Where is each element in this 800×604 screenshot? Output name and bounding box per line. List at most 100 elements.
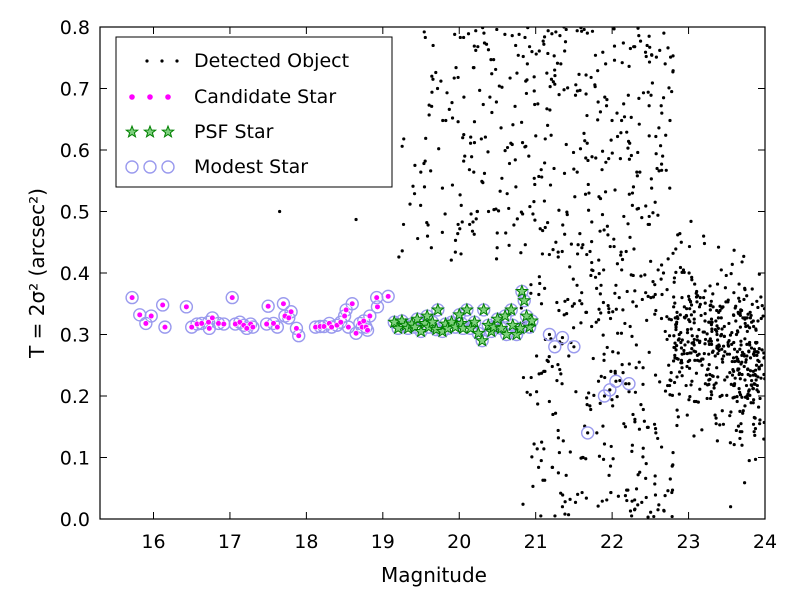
detected-point	[663, 389, 668, 393]
detected-point	[556, 363, 560, 367]
detected-point	[653, 292, 657, 297]
detected-point	[654, 152, 658, 156]
detected-point	[435, 86, 440, 91]
detected-point	[555, 61, 560, 65]
detected-point	[718, 304, 722, 308]
detected-point	[478, 88, 482, 92]
detected-point	[671, 251, 675, 255]
detected-point	[710, 327, 714, 331]
candidate-point	[205, 319, 212, 326]
detected-point	[603, 375, 607, 380]
detected-point	[649, 93, 653, 97]
detected-point	[471, 65, 475, 70]
detected-point	[413, 163, 417, 167]
detected-point	[498, 189, 502, 193]
detected-point	[527, 154, 531, 158]
detected-point	[650, 81, 655, 85]
detected-point	[490, 72, 494, 76]
detected-point	[730, 359, 734, 364]
detected-point	[589, 273, 593, 278]
detected-point	[679, 331, 683, 335]
detected-point	[530, 455, 534, 459]
detected-point	[734, 428, 738, 433]
detected-point	[563, 49, 567, 53]
detected-point	[570, 304, 574, 308]
detected-point	[679, 240, 683, 244]
candidate-point	[343, 306, 350, 314]
detected-point	[647, 134, 651, 138]
detected-point	[512, 223, 516, 227]
detected-point	[685, 351, 689, 356]
detected-point	[729, 505, 733, 509]
detected-point	[474, 217, 478, 221]
psf-point	[517, 293, 532, 307]
detected-point	[633, 390, 638, 394]
detected-point	[400, 144, 404, 148]
detected-point	[598, 196, 603, 201]
detected-point	[631, 300, 635, 304]
detected-point	[596, 318, 601, 322]
detected-point	[513, 104, 517, 108]
detected-point	[739, 422, 743, 426]
detected-point	[599, 311, 603, 315]
detected-point	[580, 29, 584, 33]
detected-point	[482, 31, 486, 35]
modest-point	[345, 297, 359, 311]
detected-point	[620, 61, 624, 65]
detected-point	[684, 383, 688, 388]
detected-point	[752, 398, 756, 402]
detected-point	[608, 244, 612, 249]
detected-point	[430, 90, 434, 94]
detected-point	[689, 303, 694, 307]
detected-point	[626, 93, 630, 97]
detected-point	[623, 425, 628, 429]
detected-point	[667, 86, 671, 90]
detected-point	[737, 296, 741, 300]
detected-point	[722, 324, 726, 329]
modest-point-center	[572, 345, 576, 349]
detected-point	[630, 499, 634, 503]
detected-point	[503, 32, 507, 36]
detected-point	[612, 58, 617, 62]
detected-point	[566, 297, 570, 302]
detected-point	[740, 372, 744, 377]
detected-point	[720, 327, 724, 331]
detected-point	[699, 313, 703, 318]
detected-point	[484, 42, 489, 46]
modest-point	[360, 323, 375, 337]
detected-point	[678, 370, 682, 374]
detected-point	[466, 32, 471, 36]
detected-point	[637, 360, 641, 364]
candidate-point	[142, 320, 149, 327]
detected-point	[748, 374, 752, 378]
detected-point	[677, 392, 681, 396]
detected-point	[654, 55, 658, 59]
detected-point	[719, 268, 723, 272]
legend-label-detected: Detected Object	[194, 50, 349, 72]
detected-point	[679, 360, 684, 364]
detected-point	[713, 413, 717, 417]
detected-point	[653, 312, 657, 316]
detected-point	[459, 252, 463, 256]
detected-point	[560, 505, 565, 509]
detected-point	[727, 339, 731, 343]
detected-point	[533, 182, 537, 187]
detected-point	[713, 354, 717, 358]
detected-point	[496, 209, 501, 213]
detected-point	[621, 371, 625, 375]
detected-point	[430, 74, 434, 78]
detected-point	[696, 294, 700, 298]
detected-point	[511, 123, 515, 127]
detected-point	[646, 515, 650, 519]
detected-point	[539, 302, 544, 306]
detected-point	[562, 313, 566, 317]
detected-point	[515, 217, 519, 221]
detected-point	[667, 334, 672, 338]
detected-point	[611, 457, 615, 461]
detected-point	[754, 328, 758, 332]
detected-point	[640, 297, 644, 302]
detected-point	[500, 85, 504, 89]
detected-point	[422, 161, 426, 166]
detected-point	[695, 334, 699, 338]
detected-point	[540, 440, 544, 444]
